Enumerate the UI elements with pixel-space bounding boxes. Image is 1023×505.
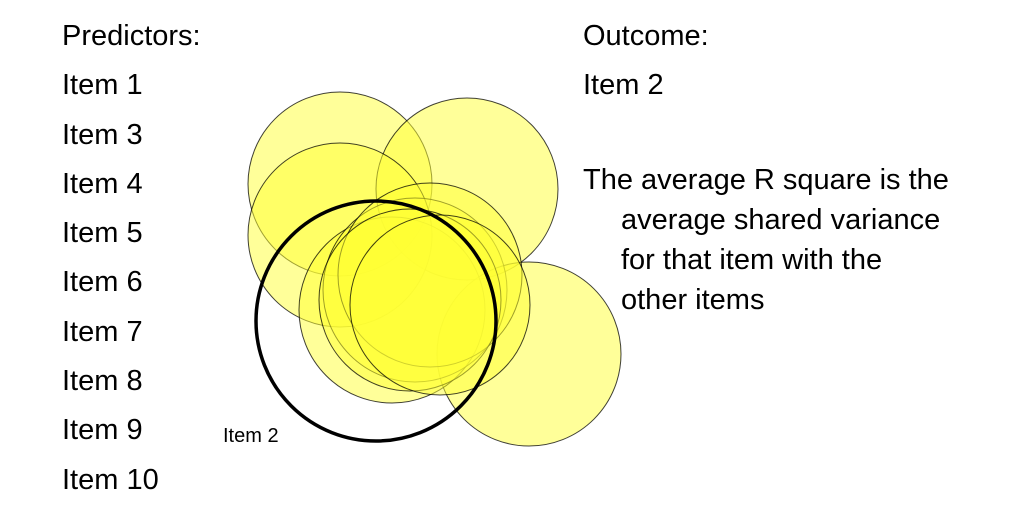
predictor-item: Item 4	[62, 167, 143, 200]
predictor-item: Item 6	[62, 266, 143, 299]
predictor-item: Item 5	[62, 217, 143, 250]
outcome-heading: Outcome:	[583, 20, 709, 52]
predictors-heading: Predictors:	[62, 20, 201, 52]
explanation-line: average shared variance	[621, 204, 941, 236]
predictor-item: Item 8	[62, 365, 143, 398]
predictor-item: Item 1	[62, 69, 143, 102]
predictor-circle	[349, 214, 531, 396]
outcome-circle	[254, 199, 498, 443]
predictors-list: Predictors: Item 1 Item 3 Item 4 Item 5 …	[62, 12, 201, 505]
predictor-item: Item 7	[62, 315, 143, 348]
outcome-block: Outcome: Item 2	[583, 12, 709, 111]
predictor-item: Item 9	[62, 414, 143, 447]
predictor-item: Item 10	[62, 463, 159, 496]
outcome-item: Item 2	[583, 69, 664, 102]
explanation-text: The average R square is the average shar…	[583, 160, 949, 320]
explanation-line: for that item with the	[621, 244, 883, 276]
explanation-line: The average R square is the	[583, 164, 949, 196]
explanation-line: other items	[621, 284, 765, 316]
predictor-item: Item 3	[62, 118, 143, 151]
outcome-circle-label: Item 2	[223, 425, 279, 447]
predictor-circles	[247, 91, 622, 447]
